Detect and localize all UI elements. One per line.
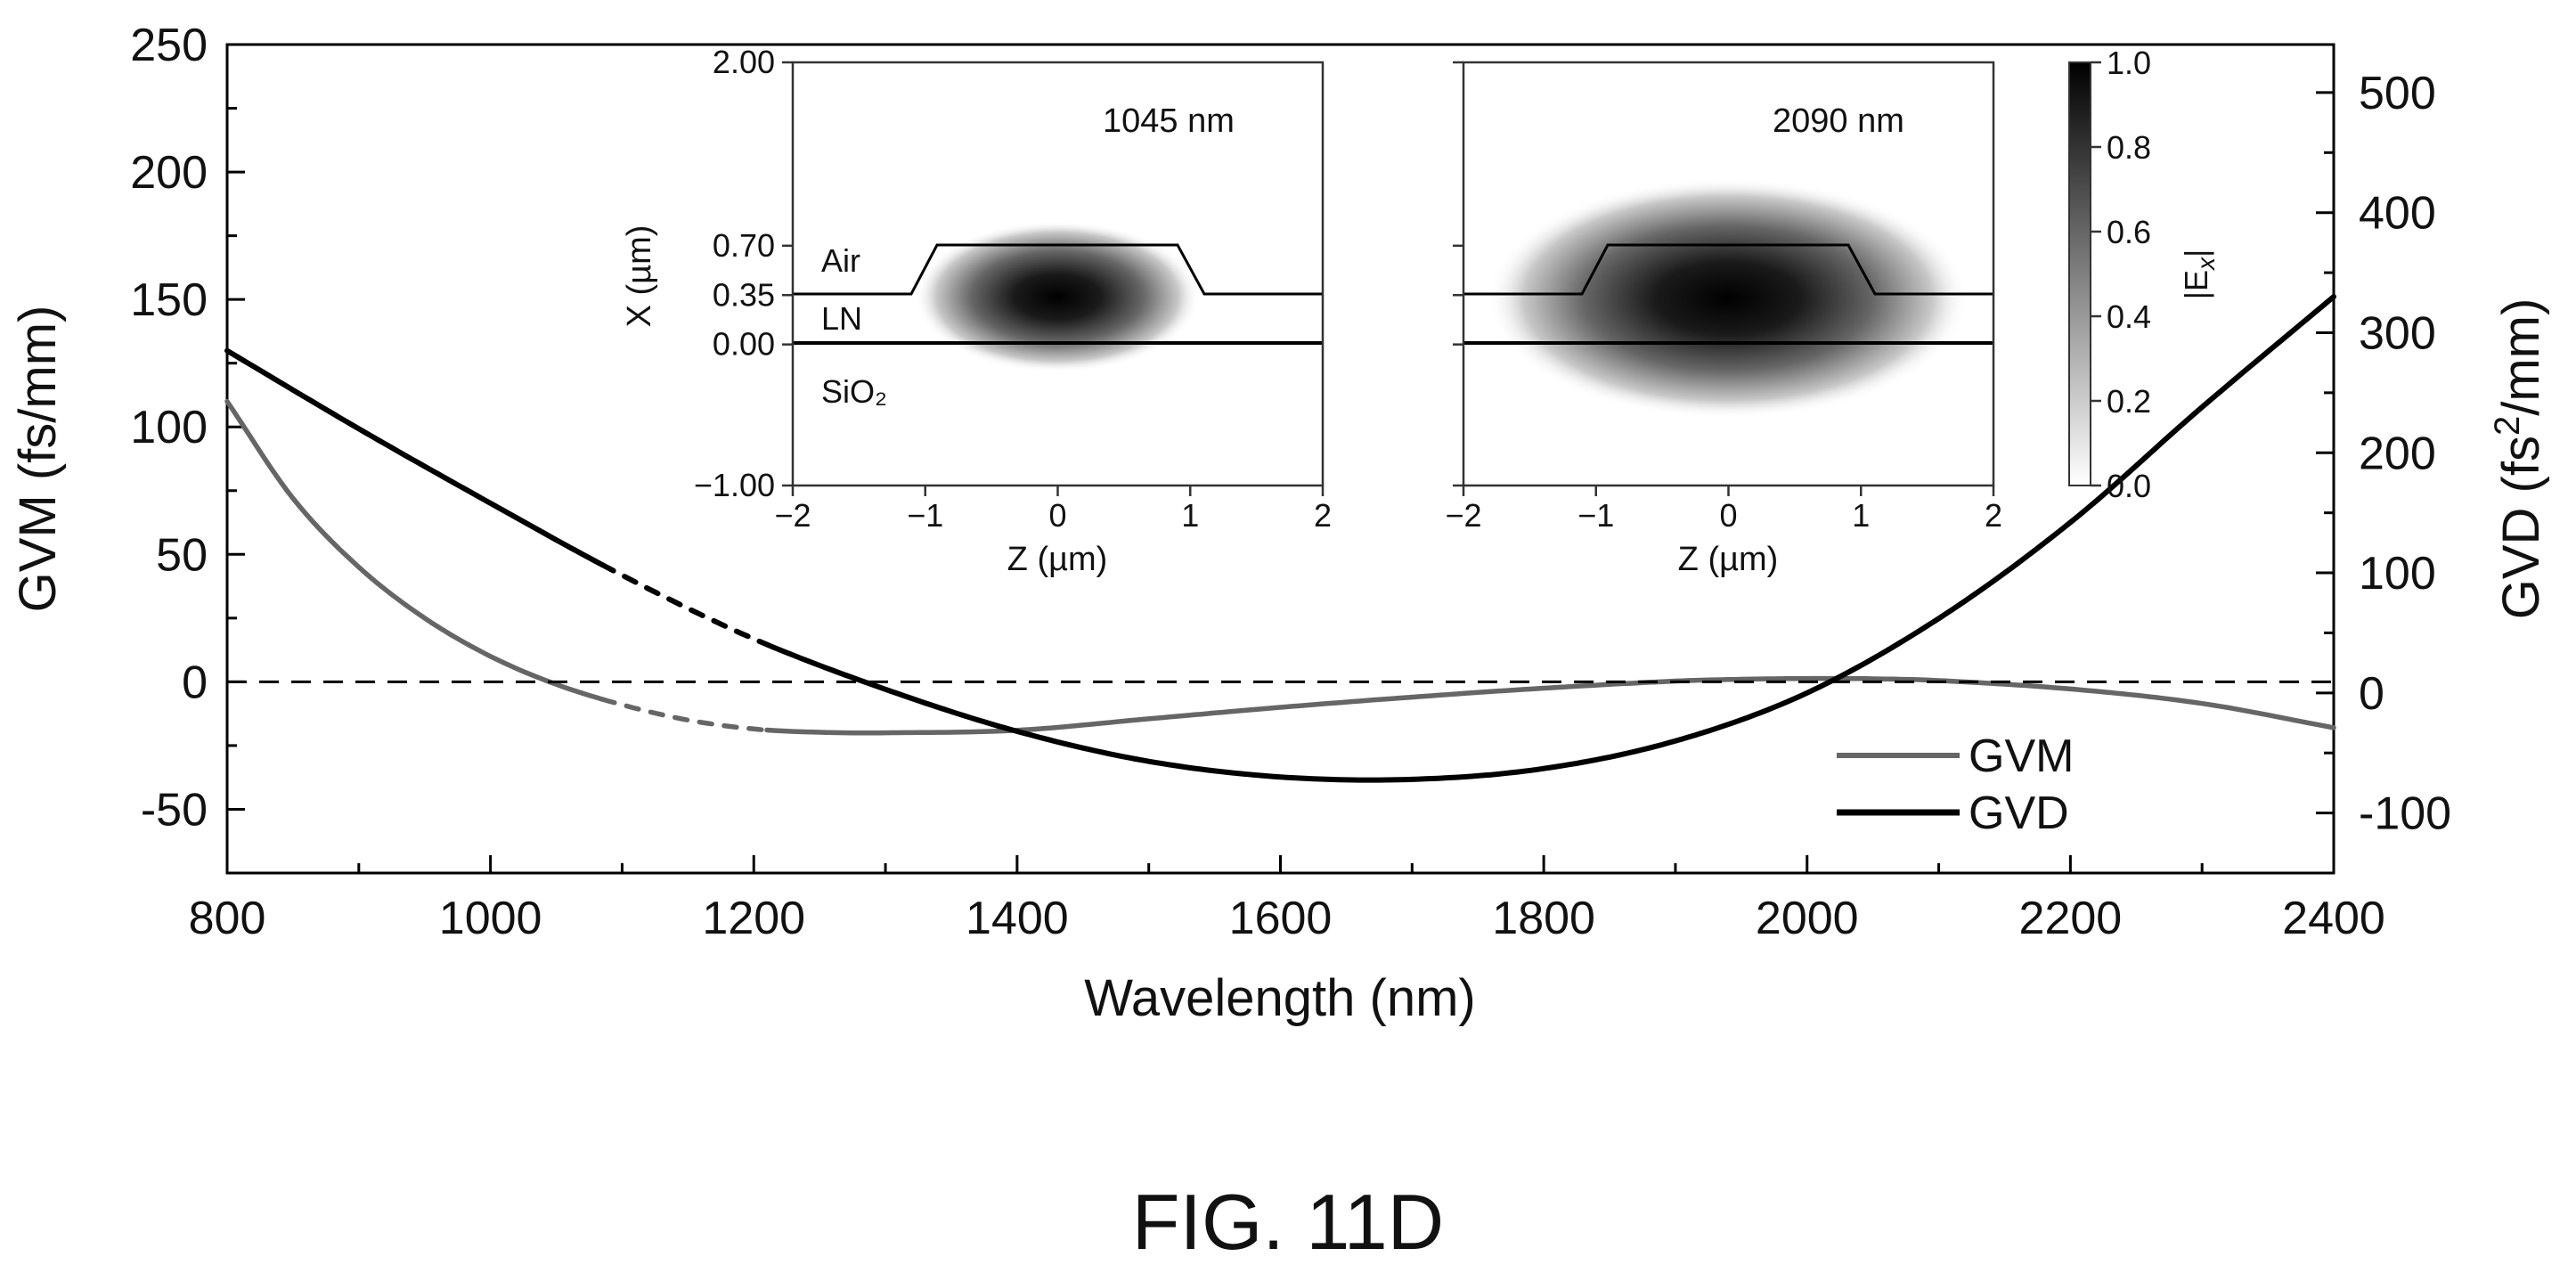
inset1-x-axis-label: Z (µm) (1007, 541, 1108, 578)
y-tick-label-200: 200 (130, 147, 208, 199)
x-tick-label-2000: 2000 (1756, 893, 1859, 944)
colorbar-label: |Ex| (2178, 249, 2220, 300)
inset2-ticks: −2 −1 0 1 2 (1445, 61, 2002, 534)
y-tick-label-0: 0 (182, 657, 208, 708)
inset1-mode-field (915, 221, 1200, 372)
inset-z-tick-label: −2 (1445, 497, 1481, 534)
x-tick-label-2400: 2400 (2282, 893, 2385, 944)
series-gvd-line (224, 347, 606, 568)
y2-tick-label-300: 300 (2359, 307, 2436, 359)
series-gvd-line-dashed (599, 562, 770, 648)
inset-z-tick-label: 2 (1314, 497, 1332, 534)
inset1-y-axis-label: X (µm) (621, 225, 658, 328)
inset1-layer-ln: LN (821, 300, 862, 337)
x-axis-label: Wavelength (nm) (1084, 969, 1475, 1027)
y2-axis-label: GVD (fs2/mm) (2488, 298, 2550, 620)
inset2-wavelength-label: 2090 nm (1773, 102, 1904, 140)
figure-label: FIG. 11D (1132, 1178, 1444, 1266)
inset-x-tick-label: 0.00 (713, 326, 775, 363)
series-gvm-line (224, 398, 606, 702)
inset2-mode-field (1488, 178, 1969, 419)
y2-tick-label-500: 500 (2359, 68, 2436, 119)
inset1-waveguide-outline (793, 243, 1323, 296)
colorbar: 0.0 0.2 0.4 0.6 0.8 1.0 |Ex| (2068, 45, 2220, 504)
inset2-waveguide-outline (1463, 243, 1993, 296)
x-tick-label-1400: 1400 (966, 893, 1069, 944)
colorbar-ticks: 0.0 0.2 0.4 0.6 0.8 1.0 (2091, 45, 2151, 504)
inset-2090nm: 2090 nm −2 −1 0 1 2 Z (µm) (1445, 61, 2002, 578)
series-gvm-line-dashed (599, 697, 770, 733)
y-axis-label: GVM (fs/mm) (9, 306, 67, 613)
y-tick-label-50: 50 (156, 529, 208, 581)
inset1-layer-air: Air (821, 242, 860, 279)
colorbar-tick-label: 0.6 (2107, 214, 2151, 250)
x-tick-label-1000: 1000 (439, 893, 542, 944)
colorbar-tick-label: 0.2 (2107, 383, 2151, 420)
y2-tick-label-400: 400 (2359, 188, 2436, 240)
y-tick-label-150: 150 (130, 274, 208, 326)
legend-gvd-label: GVD (1969, 787, 2069, 839)
main-axis-ticks: 800 1000 1200 1400 1600 1800 2000 2200 2400-5005… (130, 20, 2451, 944)
x-tick-label-1200: 1200 (702, 893, 805, 944)
inset1-wavelength-label: 1045 nm (1103, 102, 1235, 140)
y2-tick-label-0: 0 (2359, 668, 2384, 720)
y2-tick-label-200: 200 (2359, 428, 2436, 479)
series-gvm-line (764, 675, 2336, 736)
colorbar-tick-label: 0.0 (2107, 468, 2151, 504)
x-tick-label-1800: 1800 (1492, 893, 1595, 944)
inset1-ticks: −2 −1 0 1 2 −1.00 0.00 0.35 0.70 2.00 (694, 44, 1332, 534)
inset-z-tick-label: 2 (1985, 497, 2002, 534)
inset-z-tick-label: 0 (1719, 497, 1737, 534)
legend-gvm-label: GVM (1969, 730, 2074, 782)
inset-x-tick-label: 0.70 (713, 227, 775, 264)
y-tick-label--50: -50 (141, 784, 208, 836)
y-tick-label-250: 250 (130, 20, 208, 71)
x-tick-label-800: 800 (189, 893, 266, 944)
y2-tick-label--100: -100 (2359, 788, 2451, 840)
y2-tick-label-100: 100 (2359, 548, 2436, 600)
x-tick-label-2200: 2200 (2019, 893, 2123, 944)
inset-x-tick-label: 2.00 (713, 44, 775, 80)
colorbar-tick-label: 0.8 (2107, 129, 2151, 166)
inset-z-tick-label: −2 (774, 497, 811, 534)
legend: GVM GVD (1837, 730, 2074, 839)
inset-z-tick-label: 1 (1181, 497, 1199, 534)
inset-1045nm: 1045 nm Air LN SiO₂ −2 −1 0 1 2 −1.00 0.00 0.35… (621, 44, 1332, 578)
inset-x-tick-label: −1.00 (694, 467, 775, 503)
colorbar-tick-label: 1.0 (2107, 45, 2151, 81)
main-series-lines (224, 294, 2336, 783)
inset2-x-axis-label: Z (µm) (1678, 541, 1779, 578)
x-tick-label-1600: 1600 (1229, 893, 1333, 944)
inset-z-tick-label: −1 (1577, 497, 1614, 534)
inset1-layer-sio2: SiO₂ (821, 373, 887, 410)
colorbar-tick-label: 0.4 (2107, 298, 2151, 335)
inset-z-tick-label: 1 (1852, 497, 1870, 534)
series-gvd-line (764, 294, 2336, 783)
inset-z-tick-label: −1 (907, 497, 943, 534)
colorbar-gradient (2068, 61, 2091, 486)
y-tick-label-100: 100 (130, 402, 208, 453)
inset-x-tick-label: 0.35 (713, 276, 775, 313)
inset-z-tick-label: 0 (1048, 497, 1066, 534)
